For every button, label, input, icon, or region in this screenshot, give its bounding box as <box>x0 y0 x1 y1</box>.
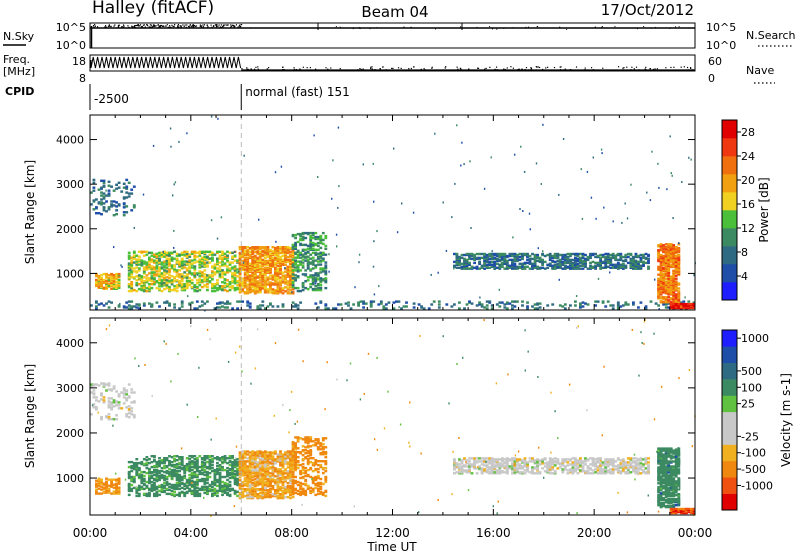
nsearch-label: N.Search <box>746 29 796 42</box>
y-tick-label: 3000 <box>56 178 84 191</box>
velocity-colorbar-ticks: -1000 -500 -100 -25 25 100 500 1000 <box>737 332 773 492</box>
velocity-x-ticks <box>89 318 696 515</box>
cpid-row: CPID -2500 normal (fast) 151 <box>5 84 350 110</box>
nsky-panel: N.Sky 10^5 10^0 10^5 10^0 N.Search <box>3 21 796 52</box>
y-tick-label: 2000 <box>56 427 84 440</box>
y-tick-label: 1000 <box>56 267 84 280</box>
station-title: Halley (fitACF) <box>92 0 214 18</box>
velocity-colorbar-tick: 1000 <box>741 332 769 345</box>
velocity-colorbar-blocks <box>722 330 737 511</box>
nsky-tick-low: 10^0 <box>56 39 86 52</box>
velocity-colorbar-tick: 100 <box>741 381 762 394</box>
cpid-segment-1: normal (fast) 151 <box>245 85 349 99</box>
velocity-data <box>90 318 696 517</box>
power-colorbar-tick: 4 <box>741 270 748 283</box>
x-tick-label: 12:00 <box>375 526 410 540</box>
power-colorbar-label: Power [dB] <box>757 177 771 242</box>
cpid-segment-0: -2500 <box>94 92 129 106</box>
velocity-colorbar-tick: 25 <box>741 398 755 411</box>
power-y-ticks: 1000 2000 3000 4000 <box>56 134 695 280</box>
freq-trace <box>90 56 695 72</box>
velocity-colorbar-tick: -25 <box>741 430 759 443</box>
x-tick-label: 04:00 <box>174 526 209 540</box>
power-colorbar-tick: 28 <box>741 126 755 139</box>
x-tick-label: 00:00 <box>678 526 713 540</box>
velocity-panel: 1000 2000 3000 4000 00:00 04:00 08:00 12:00 16:… <box>23 317 713 554</box>
power-colorbar-tick: 16 <box>741 198 755 211</box>
velocity-y-ticks: 1000 2000 3000 4000 <box>56 337 695 485</box>
power-colorbar-tick: 8 <box>741 246 748 259</box>
power-ylabel: Slant Range [km] <box>23 160 37 264</box>
velocity-x-tick-labels: 00:00 04:00 08:00 12:00 16:00 20:00 00:00 <box>73 526 713 540</box>
power-colorbar-blocks <box>722 120 737 301</box>
velocity-colorbar-tick: -100 <box>741 447 766 460</box>
x-tick-label: 00:00 <box>73 526 108 540</box>
freq-tick-high: 18 <box>72 55 86 68</box>
freq-label: Freq. <box>3 53 30 66</box>
velocity-colorbar-tick: 500 <box>741 365 762 378</box>
y-tick-label: 4000 <box>56 337 84 350</box>
y-tick-label: 2000 <box>56 223 84 236</box>
power-colorbar-tick: 20 <box>741 174 755 187</box>
velocity-colorbar-label: Velocity [m s-1] <box>779 373 793 467</box>
y-tick-label: 4000 <box>56 134 84 147</box>
power-colorbar-tick: 24 <box>741 150 755 163</box>
power-panel: 1000 2000 3000 4000 Slant Range [km] <box>23 114 696 312</box>
x-tick-label: 16:00 <box>476 526 511 540</box>
nsky-label: N.Sky <box>3 30 35 43</box>
nsky-tick-high: 10^5 <box>56 21 86 34</box>
velocity-ylabel: Slant Range [km] <box>23 364 37 468</box>
x-tick-label: 08:00 <box>274 526 309 540</box>
nave-tick-high: 60 <box>708 55 722 68</box>
cpid-label: CPID <box>5 85 34 98</box>
x-tick-label: 20:00 <box>577 526 612 540</box>
beam-title: Beam 04 <box>361 3 428 21</box>
velocity-xlabel: Time UT <box>366 540 417 554</box>
power-x-ticks <box>89 115 696 310</box>
velocity-colorbar-tick: -1000 <box>741 479 773 492</box>
velocity-colorbar-tick: -500 <box>741 463 766 476</box>
nsearch-tick-low: 10^0 <box>706 39 736 52</box>
freq-tick-low: 8 <box>79 72 86 85</box>
nave-tick-low: 0 <box>708 72 715 85</box>
nsearch-tick-high: 10^5 <box>706 21 736 34</box>
nsky-trace <box>90 23 695 48</box>
nave-label: Nave <box>746 64 774 77</box>
freq-unit-label: [MHz] <box>3 65 35 78</box>
y-tick-label: 1000 <box>56 472 84 485</box>
power-data <box>90 115 696 312</box>
power-colorbar-ticks: 4 8 12 16 20 24 28 <box>737 126 755 283</box>
power-colorbar: 4 8 12 16 20 24 28 Power [dB] <box>721 119 771 301</box>
power-colorbar-tick: 12 <box>741 222 755 235</box>
date-title: 17/Oct/2012 <box>601 1 694 19</box>
y-tick-label: 3000 <box>56 382 84 395</box>
velocity-colorbar: -1000 -500 -100 -25 25 100 500 1000 Velocity [m… <box>721 329 793 511</box>
freq-panel: Freq. [MHz] 18 8 60 0 Nave <box>3 53 775 85</box>
